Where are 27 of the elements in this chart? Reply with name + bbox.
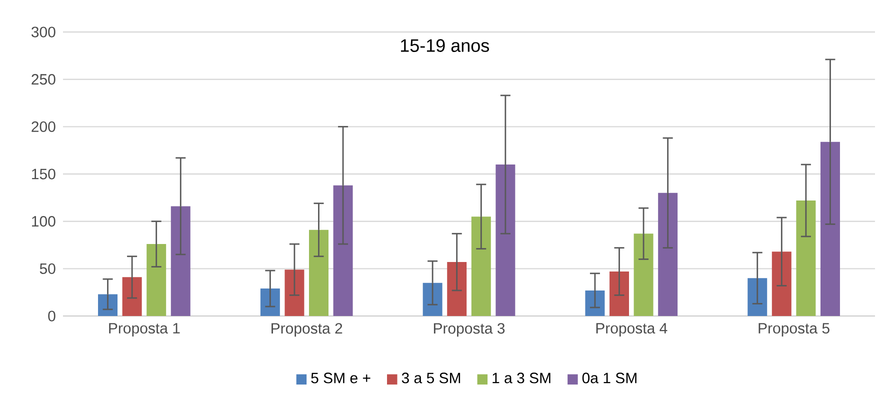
x-tick-label: Proposta 3 — [434, 323, 505, 337]
y-tick-label: 200 — [32, 121, 56, 132]
y-tick-label: 250 — [32, 74, 56, 85]
x-tick-label: Proposta 2 — [272, 323, 342, 337]
bar — [658, 192, 678, 316]
legend-label: 5 SM e + — [311, 372, 370, 384]
bar — [820, 142, 840, 316]
y-tick-label: 300 — [31, 26, 56, 38]
bar — [496, 164, 516, 316]
legend-label: 0a 1 SM — [582, 372, 636, 384]
x-tick-label: Proposta 1 — [109, 323, 180, 336]
bar — [170, 206, 190, 316]
bar — [634, 234, 654, 316]
bar — [146, 244, 166, 316]
y-tick-label: 0 — [48, 310, 56, 322]
bar — [796, 200, 816, 316]
bar — [471, 216, 491, 316]
bar — [333, 185, 353, 316]
y-tick-label: 100 — [32, 216, 56, 227]
bar — [309, 230, 328, 316]
y-tick-label: 150 — [32, 168, 56, 180]
x-tick-label: Proposta 4 — [596, 323, 668, 336]
chart-title: 15-19 anos — [400, 39, 489, 52]
legend-label: 1 a 3 SM — [492, 372, 550, 384]
x-tick-label: Proposta 5 — [758, 323, 830, 336]
legend-label: 3 a 5 SM — [402, 372, 460, 384]
y-tick-label: 50 — [40, 263, 56, 274]
